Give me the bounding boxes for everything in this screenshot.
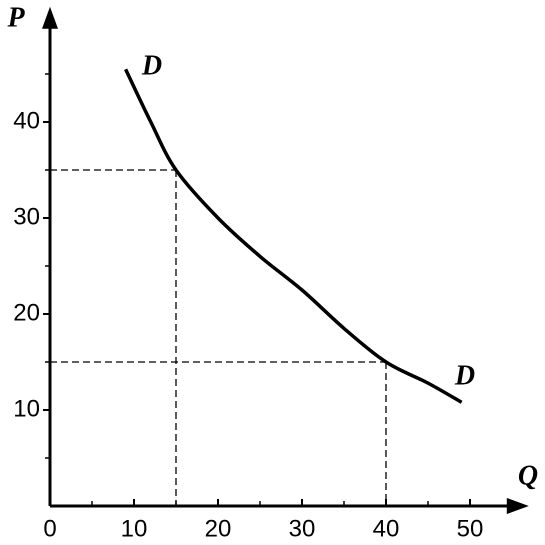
x-axis-arrow bbox=[506, 498, 529, 514]
y-tick-label: 30 bbox=[13, 203, 40, 230]
x-tick-label: 20 bbox=[205, 515, 232, 542]
y-axis-arrow bbox=[42, 6, 58, 29]
curve-label: D bbox=[141, 50, 162, 81]
demand-curve bbox=[124, 68, 463, 404]
x-tick-label: 40 bbox=[373, 515, 400, 542]
x-axis-label: Q bbox=[518, 460, 538, 491]
y-tick-label: 10 bbox=[13, 395, 40, 422]
y-tick-label: 40 bbox=[13, 107, 40, 134]
x-tick-label: 30 bbox=[289, 515, 316, 542]
y-axis-label: P bbox=[6, 2, 25, 33]
x-tick-label: 0 bbox=[43, 515, 56, 542]
curve-label: D bbox=[454, 360, 475, 391]
y-tick-label: 20 bbox=[13, 299, 40, 326]
x-tick-label: 10 bbox=[121, 515, 148, 542]
x-tick-label: 50 bbox=[457, 515, 484, 542]
